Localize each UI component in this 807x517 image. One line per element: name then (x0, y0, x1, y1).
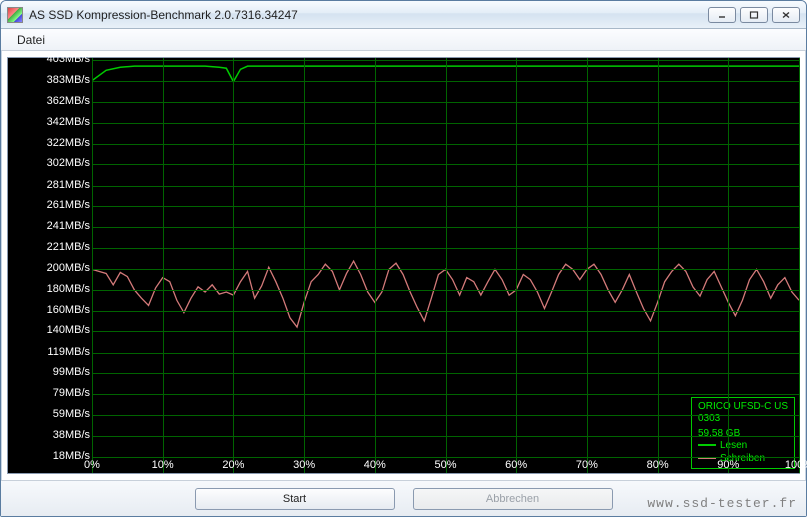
legend-swatch-icon (698, 444, 716, 446)
x-tick-label: 50% (434, 459, 456, 471)
x-tick-label: 60% (505, 459, 527, 471)
chart-area: ORICO UFSD-C US030359,58 GBLesenSchreibe… (8, 58, 799, 473)
legend-device-line1: ORICO UFSD-C US (698, 401, 788, 414)
x-tick-label: 10% (152, 459, 174, 471)
y-tick-label: 302MB/s (47, 157, 90, 169)
y-tick-label: 281MB/s (47, 179, 90, 191)
window-controls (708, 7, 800, 23)
y-tick-label: 221MB/s (47, 241, 90, 253)
y-tick-label: 79MB/s (53, 387, 90, 399)
y-tick-label: 342MB/s (47, 116, 90, 128)
y-tick-label: 200MB/s (47, 262, 90, 274)
app-window: AS SSD Kompression-Benchmark 2.0.7316.34… (0, 0, 807, 517)
y-tick-label: 261MB/s (47, 199, 90, 211)
y-tick-label: 160MB/s (47, 304, 90, 316)
legend-capacity: 59,58 GB (698, 428, 788, 441)
start-button[interactable]: Start (195, 488, 395, 510)
legend-item: Lesen (698, 440, 788, 453)
y-tick-label: 241MB/s (47, 220, 90, 232)
x-tick-label: 100% (785, 459, 807, 471)
legend-box: ORICO UFSD-C US030359,58 GBLesenSchreibe… (691, 397, 795, 470)
menubar: Datei (1, 29, 806, 51)
y-tick-label: 362MB/s (47, 95, 90, 107)
x-tick-label: 70% (576, 459, 598, 471)
legend-label: Lesen (720, 440, 747, 451)
y-tick-label: 383MB/s (47, 74, 90, 86)
app-icon (7, 7, 23, 23)
y-tick-label: 403MB/s (47, 53, 90, 65)
y-tick-label: 180MB/s (47, 283, 90, 295)
x-tick-label: 40% (364, 459, 386, 471)
y-tick-label: 119MB/s (47, 346, 90, 358)
y-tick-label: 59MB/s (53, 408, 90, 420)
titlebar[interactable]: AS SSD Kompression-Benchmark 2.0.7316.34… (1, 1, 806, 29)
y-tick-label: 322MB/s (47, 137, 90, 149)
cancel-button: Abbrechen (413, 488, 613, 510)
legend-item: Schreiben (698, 453, 788, 466)
maximize-button[interactable] (740, 7, 768, 23)
button-row: Start Abbrechen (1, 480, 806, 516)
y-tick-label: 38MB/s (53, 429, 90, 441)
window-title: AS SSD Kompression-Benchmark 2.0.7316.34… (29, 8, 708, 22)
x-tick-label: 30% (293, 459, 315, 471)
y-tick-label: 99MB/s (53, 366, 90, 378)
menu-datei[interactable]: Datei (9, 31, 53, 49)
x-tick-label: 90% (717, 459, 739, 471)
x-tick-label: 80% (647, 459, 669, 471)
x-tick-label: 20% (222, 459, 244, 471)
x-tick-label: 0% (84, 459, 100, 471)
y-tick-label: 140MB/s (47, 324, 90, 336)
minimize-button[interactable] (708, 7, 736, 23)
chart-panel: ORICO UFSD-C US030359,58 GBLesenSchreibe… (7, 57, 800, 474)
close-button[interactable] (772, 7, 800, 23)
